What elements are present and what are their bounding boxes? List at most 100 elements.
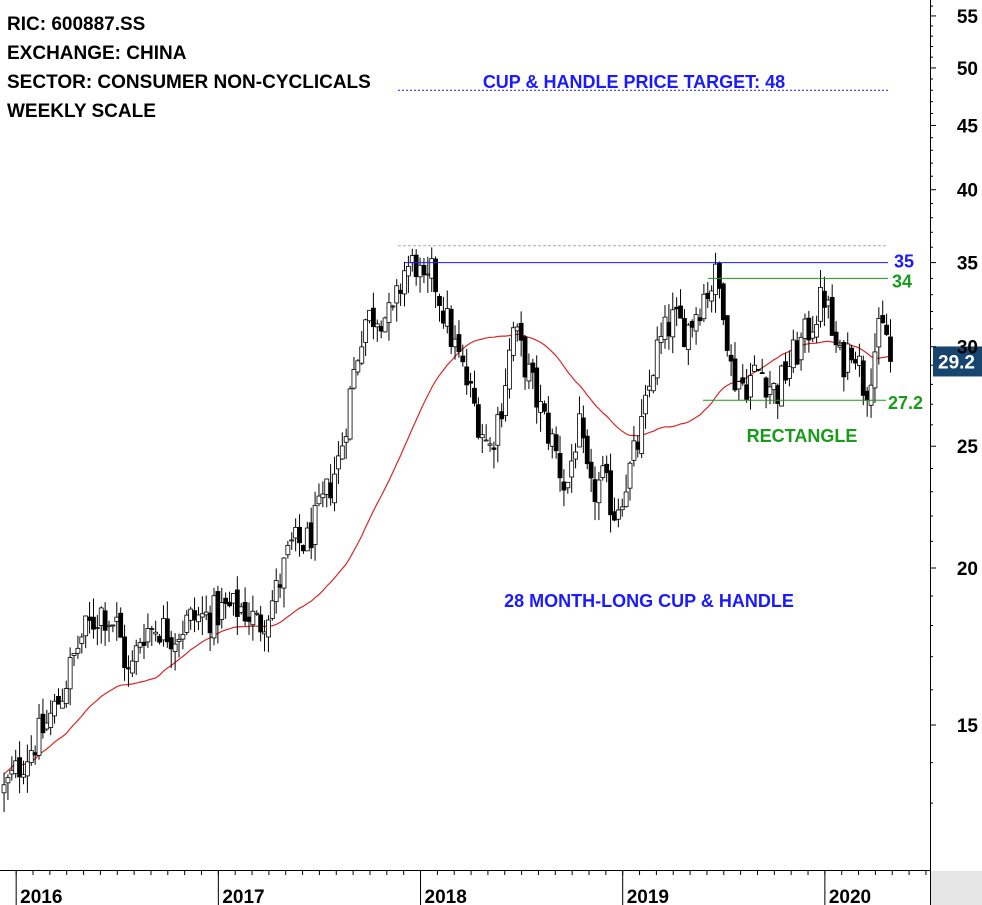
candle bbox=[114, 602, 120, 641]
candle bbox=[293, 518, 299, 552]
candle-body bbox=[510, 327, 516, 356]
candle-body bbox=[433, 258, 439, 293]
price-target-label: CUP & HANDLE PRICE TARGET: 48 bbox=[483, 72, 785, 92]
candle-body bbox=[448, 308, 454, 347]
candle-body bbox=[405, 266, 411, 277]
candle bbox=[351, 356, 357, 390]
candle bbox=[732, 342, 738, 393]
candle bbox=[79, 633, 85, 654]
candle-body bbox=[219, 602, 225, 620]
candle bbox=[347, 385, 353, 441]
candle-body bbox=[211, 595, 217, 639]
candle bbox=[176, 633, 182, 658]
candle bbox=[219, 587, 225, 629]
candle bbox=[829, 284, 835, 336]
candle bbox=[301, 544, 306, 554]
candle-body bbox=[810, 331, 816, 339]
candle bbox=[440, 296, 446, 329]
candle bbox=[184, 609, 190, 635]
candle bbox=[472, 370, 477, 407]
candle bbox=[63, 680, 69, 708]
candle bbox=[328, 464, 334, 506]
candle bbox=[530, 358, 536, 390]
candle bbox=[460, 344, 466, 367]
x-tick-label: 2020 bbox=[829, 887, 871, 905]
y-tick-label: 15 bbox=[957, 716, 979, 737]
candle-body bbox=[5, 777, 11, 784]
candle bbox=[612, 497, 617, 522]
candle-body bbox=[604, 463, 610, 474]
candle-body bbox=[709, 290, 715, 302]
candle-body bbox=[569, 460, 575, 478]
candle bbox=[526, 353, 532, 389]
candle-body bbox=[308, 522, 314, 549]
y-tick-label: 35 bbox=[957, 254, 979, 275]
candle bbox=[662, 305, 668, 349]
y-tick-label: 30 bbox=[957, 338, 978, 359]
candle-body bbox=[666, 321, 672, 337]
candle bbox=[40, 698, 46, 739]
candle-body bbox=[864, 390, 870, 401]
candle-body bbox=[133, 645, 139, 663]
x-tick-label: 2017 bbox=[222, 887, 264, 905]
candle-body bbox=[192, 610, 197, 621]
candle-body bbox=[118, 612, 124, 638]
candle bbox=[56, 688, 61, 705]
candle bbox=[518, 311, 524, 357]
candle bbox=[573, 443, 578, 469]
candle-body bbox=[491, 447, 497, 450]
candle-body bbox=[693, 314, 699, 332]
candle-body bbox=[149, 628, 155, 630]
candle-body bbox=[343, 436, 349, 443]
candle-body bbox=[740, 377, 746, 384]
candle-body bbox=[250, 610, 256, 626]
candle-body bbox=[584, 435, 590, 465]
candle bbox=[444, 290, 450, 334]
candle-body bbox=[705, 292, 711, 299]
candle-body bbox=[573, 451, 578, 460]
candle bbox=[864, 386, 870, 417]
candle bbox=[650, 374, 656, 394]
candle bbox=[682, 309, 687, 348]
candle-body bbox=[822, 290, 827, 308]
last-price-label: 29.2 bbox=[938, 352, 975, 373]
candle bbox=[557, 435, 563, 492]
candle-body bbox=[503, 385, 508, 417]
candle-body bbox=[199, 613, 205, 618]
candle-body bbox=[818, 286, 823, 322]
candle-body bbox=[238, 606, 244, 613]
candle-body bbox=[468, 381, 473, 384]
candle-body bbox=[79, 636, 85, 644]
candle-body bbox=[285, 544, 291, 556]
candle-body bbox=[75, 647, 81, 654]
candle bbox=[615, 498, 621, 528]
candle-body bbox=[180, 633, 186, 640]
candle-body bbox=[561, 481, 567, 491]
candle-body bbox=[518, 322, 524, 341]
candle-body bbox=[592, 479, 598, 502]
candle-body bbox=[472, 387, 477, 404]
candle bbox=[180, 620, 186, 650]
candle-body bbox=[643, 394, 648, 415]
candle bbox=[48, 700, 54, 736]
candle-body bbox=[522, 336, 528, 378]
candle-body bbox=[588, 461, 594, 479]
candle-body bbox=[619, 506, 625, 511]
candle-body bbox=[254, 612, 260, 615]
candle-body bbox=[386, 302, 392, 323]
candle-body bbox=[888, 336, 893, 362]
candle-body bbox=[48, 712, 54, 728]
candle-body bbox=[176, 638, 182, 642]
candle-body bbox=[413, 254, 419, 278]
candle-body bbox=[32, 752, 38, 756]
candle-body bbox=[783, 361, 788, 381]
candle-body bbox=[701, 293, 707, 320]
candle bbox=[339, 432, 345, 461]
candle bbox=[464, 348, 470, 395]
candle-body bbox=[339, 445, 345, 460]
candle bbox=[297, 514, 302, 557]
candle-body bbox=[188, 608, 194, 621]
candle bbox=[409, 248, 415, 272]
candle-body bbox=[328, 482, 334, 499]
